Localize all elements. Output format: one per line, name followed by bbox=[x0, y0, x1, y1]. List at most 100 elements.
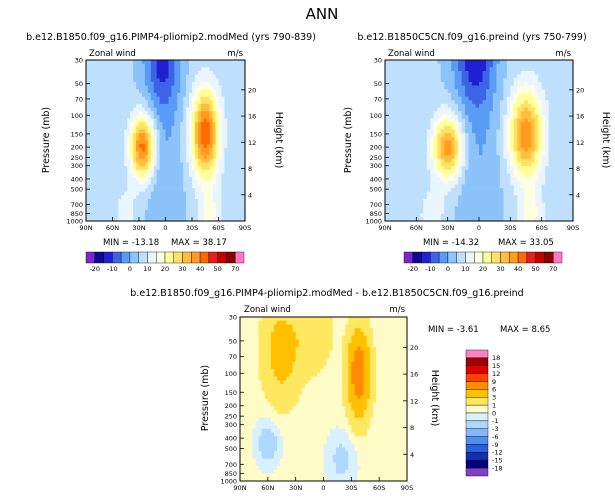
contour-cell bbox=[218, 151, 223, 156]
contour-cell bbox=[430, 184, 435, 189]
contour-cell bbox=[97, 191, 102, 196]
contour-cell bbox=[153, 144, 158, 149]
contour-cell bbox=[416, 158, 421, 164]
contour-cell bbox=[206, 96, 211, 101]
contour-cell bbox=[168, 177, 172, 182]
contour-cell bbox=[94, 195, 99, 200]
contour-cell bbox=[426, 199, 431, 204]
contour-cell bbox=[197, 118, 202, 123]
contour-cell bbox=[180, 78, 184, 83]
contour-cell bbox=[458, 63, 463, 68]
contour-cell bbox=[566, 114, 571, 120]
contour-cell bbox=[485, 180, 491, 186]
contour-cell bbox=[391, 166, 397, 171]
contour-cell bbox=[430, 147, 435, 153]
contour-cell bbox=[156, 100, 161, 105]
contour-cell bbox=[159, 114, 164, 120]
contour-cell bbox=[159, 100, 164, 105]
contour-cell bbox=[103, 184, 108, 189]
contour-cell bbox=[499, 199, 504, 204]
contour-cell bbox=[423, 136, 428, 142]
contour-cell bbox=[426, 107, 431, 112]
contour-cell bbox=[230, 199, 234, 204]
contour-cell bbox=[437, 199, 442, 204]
contour-cell bbox=[156, 206, 161, 211]
contour-cell bbox=[461, 166, 466, 171]
contour-cell bbox=[121, 63, 125, 68]
contour-cell bbox=[503, 184, 508, 189]
contour-cell bbox=[440, 140, 445, 145]
contour-cell bbox=[112, 74, 117, 79]
contour-cell bbox=[482, 158, 487, 164]
contour-cell bbox=[552, 144, 557, 149]
contour-cell bbox=[538, 78, 543, 83]
colorbar-label: 40 bbox=[514, 265, 522, 273]
contour-cell bbox=[555, 111, 560, 116]
contour-cell bbox=[233, 67, 237, 72]
contour-cell bbox=[423, 78, 428, 83]
contour-cell bbox=[437, 210, 442, 215]
contour-cell bbox=[177, 213, 181, 218]
contour-cell bbox=[412, 162, 417, 167]
contour-cell bbox=[566, 60, 571, 65]
contour-cell bbox=[162, 213, 167, 218]
contour-cell bbox=[230, 166, 234, 171]
contour-cell bbox=[206, 206, 211, 211]
contour-cell bbox=[545, 60, 550, 65]
contour-cell bbox=[236, 74, 240, 79]
contour-cell bbox=[385, 166, 390, 171]
contour-cell bbox=[402, 147, 407, 153]
contour-cell bbox=[385, 317, 390, 322]
contour-cell bbox=[141, 155, 146, 160]
contour-cell bbox=[555, 217, 560, 222]
x-tick-label: 0 bbox=[163, 224, 167, 232]
min-label: MIN = -14.32 bbox=[423, 238, 479, 248]
contour-cell bbox=[423, 169, 428, 175]
contour-cell bbox=[569, 217, 574, 222]
contour-cell bbox=[112, 114, 117, 120]
contour-cell bbox=[136, 213, 140, 218]
contour-cell bbox=[197, 129, 202, 134]
contour-cell bbox=[555, 81, 560, 87]
contour-cell bbox=[106, 173, 111, 178]
contour-cell bbox=[433, 195, 438, 200]
contour-cell bbox=[197, 103, 202, 109]
y-tick-label: 1000 bbox=[66, 218, 83, 226]
contour-cell bbox=[109, 144, 114, 149]
contour-cell bbox=[416, 169, 421, 175]
contour-cell bbox=[485, 166, 491, 171]
contour-cell bbox=[458, 202, 463, 207]
contour-cell bbox=[531, 81, 536, 87]
contour-cell bbox=[440, 173, 445, 178]
contour-cell bbox=[230, 81, 234, 87]
contour-cell bbox=[150, 70, 155, 76]
contour-cell bbox=[538, 169, 543, 175]
contour-cell bbox=[395, 118, 400, 123]
contour-cell bbox=[171, 188, 175, 193]
contour-cell bbox=[433, 144, 438, 149]
contour-cell bbox=[520, 92, 525, 98]
contour-cell bbox=[447, 191, 452, 196]
x-tick-label: 30N bbox=[441, 224, 454, 232]
contour-cell bbox=[395, 92, 400, 98]
contour-cell bbox=[162, 103, 167, 109]
contour-cell bbox=[212, 173, 217, 178]
contour-cell bbox=[345, 317, 349, 322]
contour-cell bbox=[496, 151, 501, 156]
contour-cell bbox=[534, 70, 539, 76]
contour-cell bbox=[242, 184, 246, 189]
contour-cell bbox=[440, 188, 445, 193]
contour-cell bbox=[106, 202, 111, 207]
contour-cell bbox=[517, 136, 522, 142]
contour-cell bbox=[513, 60, 518, 65]
contour-cell bbox=[451, 70, 456, 76]
contour-cell bbox=[203, 60, 208, 65]
contour-cell bbox=[503, 151, 508, 156]
contour-cell bbox=[520, 210, 525, 215]
contour-cell bbox=[97, 111, 102, 116]
contour-cell bbox=[489, 92, 494, 98]
contour-cell bbox=[416, 162, 421, 167]
contour-cell bbox=[552, 111, 557, 116]
contour-cell bbox=[562, 155, 567, 160]
contour-cell bbox=[203, 217, 208, 222]
